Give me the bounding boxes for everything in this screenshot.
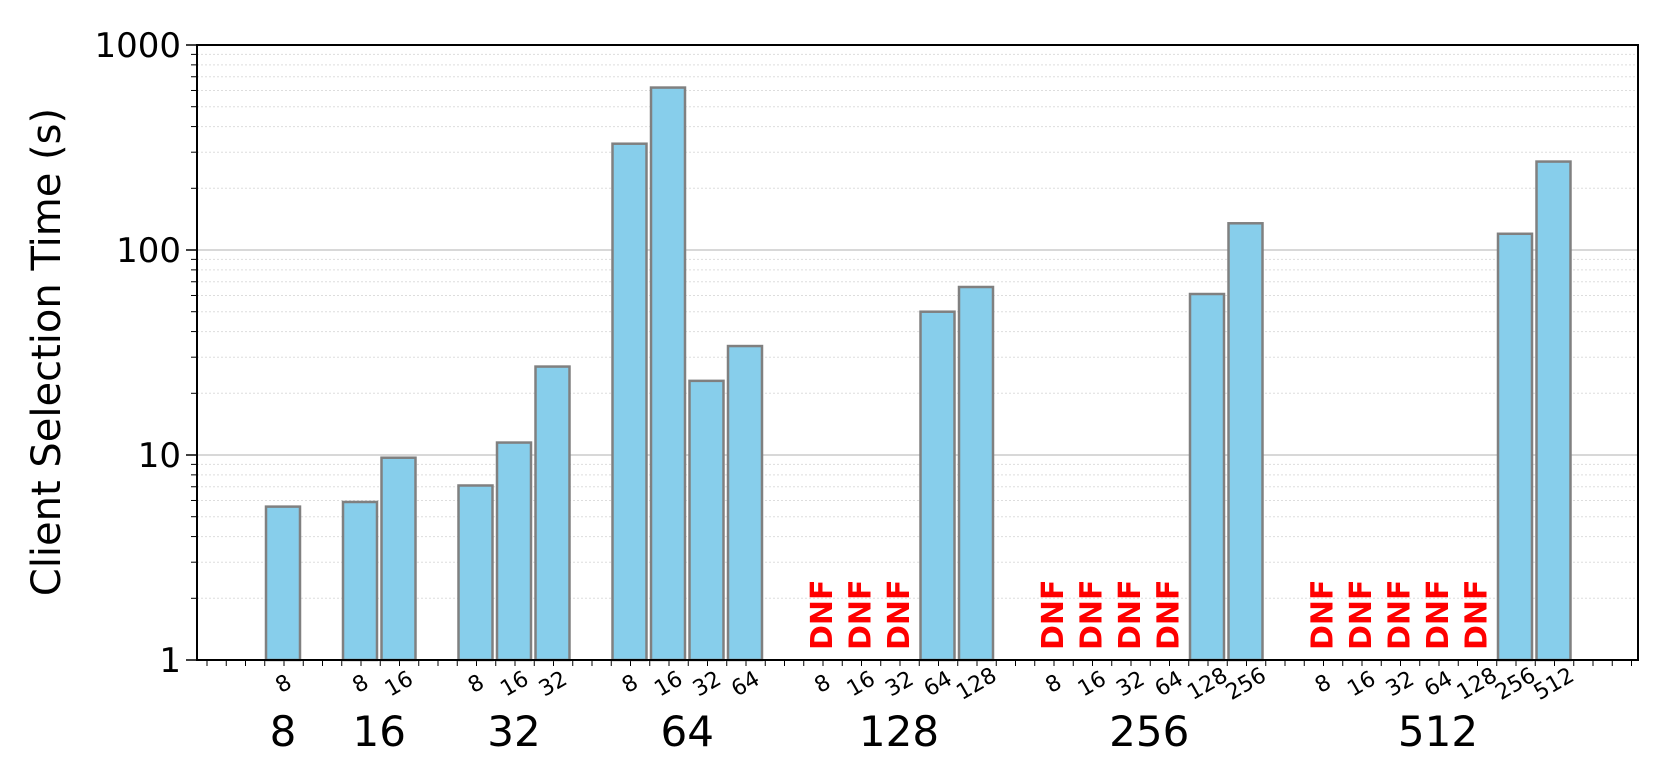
dnf-label: DNF <box>844 579 879 650</box>
x-tick-label: 16 <box>381 667 418 703</box>
x-tick-label: 512 <box>1530 663 1579 706</box>
bar <box>495 441 533 662</box>
y-tick-label: 1 <box>159 641 181 681</box>
x-tick-label: 32 <box>1112 667 1149 703</box>
x-tick-label: 8 <box>618 670 643 699</box>
dnf-label: DNF <box>805 579 840 650</box>
bar <box>457 484 494 662</box>
bar <box>919 310 956 662</box>
dnf-label: DNF <box>1036 579 1071 650</box>
x-tick-label: 64 <box>1420 667 1457 703</box>
dnf-label: DNF <box>1383 579 1418 650</box>
x-tick-label: 32 <box>881 667 918 703</box>
x-tick-label: 16 <box>1343 667 1380 703</box>
plot-frame <box>196 44 1639 661</box>
bar <box>649 86 687 662</box>
bar <box>688 379 725 662</box>
x-tick-label: 16 <box>650 667 687 703</box>
group-label: 128 <box>859 707 939 756</box>
dnf-label: DNF <box>1113 579 1148 650</box>
group-label: 16 <box>353 707 406 756</box>
x-tick-label: 256 <box>1222 663 1271 706</box>
y-tick-label: 100 <box>116 231 181 271</box>
dnf-label: DNF <box>1152 579 1187 650</box>
y-axis-label: Client Selection Time (s) <box>24 108 70 596</box>
bar <box>611 142 648 662</box>
bar <box>341 500 379 662</box>
x-tick-label: 64 <box>920 667 957 703</box>
group-label: 256 <box>1109 707 1189 756</box>
bar <box>534 365 571 662</box>
bar <box>1188 292 1226 662</box>
dnf-label: DNF <box>882 579 917 650</box>
bar <box>957 285 995 662</box>
x-tick-label: 8 <box>464 670 489 699</box>
x-tick-label: 64 <box>1151 667 1188 703</box>
x-tick-label: 8 <box>271 670 296 699</box>
dnf-label: DNF <box>1344 579 1379 650</box>
group-label: 8 <box>270 707 297 756</box>
y-tick-label: 10 <box>138 436 181 476</box>
x-tick-label: 8 <box>1311 670 1336 699</box>
x-tick-label: 8 <box>348 670 373 699</box>
x-tick-label: 64 <box>727 667 764 703</box>
dnf-label: DNF <box>1075 579 1110 650</box>
x-tick-label: 16 <box>496 667 533 703</box>
dnf-label: DNF <box>1421 579 1456 650</box>
bar <box>1227 222 1264 662</box>
x-tick-label: 16 <box>843 667 880 703</box>
x-tick-label: 32 <box>535 667 572 703</box>
bar <box>1535 160 1572 662</box>
dnf-label: DNF <box>1460 579 1495 650</box>
x-tick-label: 32 <box>1382 667 1419 703</box>
group-label: 32 <box>487 707 540 756</box>
bar <box>726 344 764 662</box>
y-tick-label: 1000 <box>94 26 181 66</box>
bar <box>380 456 417 662</box>
bar <box>264 505 302 662</box>
group-label: 512 <box>1398 707 1478 756</box>
x-tick-label: 8 <box>810 670 835 699</box>
bar <box>1496 232 1534 662</box>
x-tick-label: 128 <box>952 663 1001 706</box>
group-label: 64 <box>661 707 714 756</box>
x-tick-label: 16 <box>1074 667 1111 703</box>
dnf-label: DNF <box>1306 579 1341 650</box>
x-tick-label: 32 <box>689 667 726 703</box>
x-tick-label: 8 <box>1041 670 1066 699</box>
